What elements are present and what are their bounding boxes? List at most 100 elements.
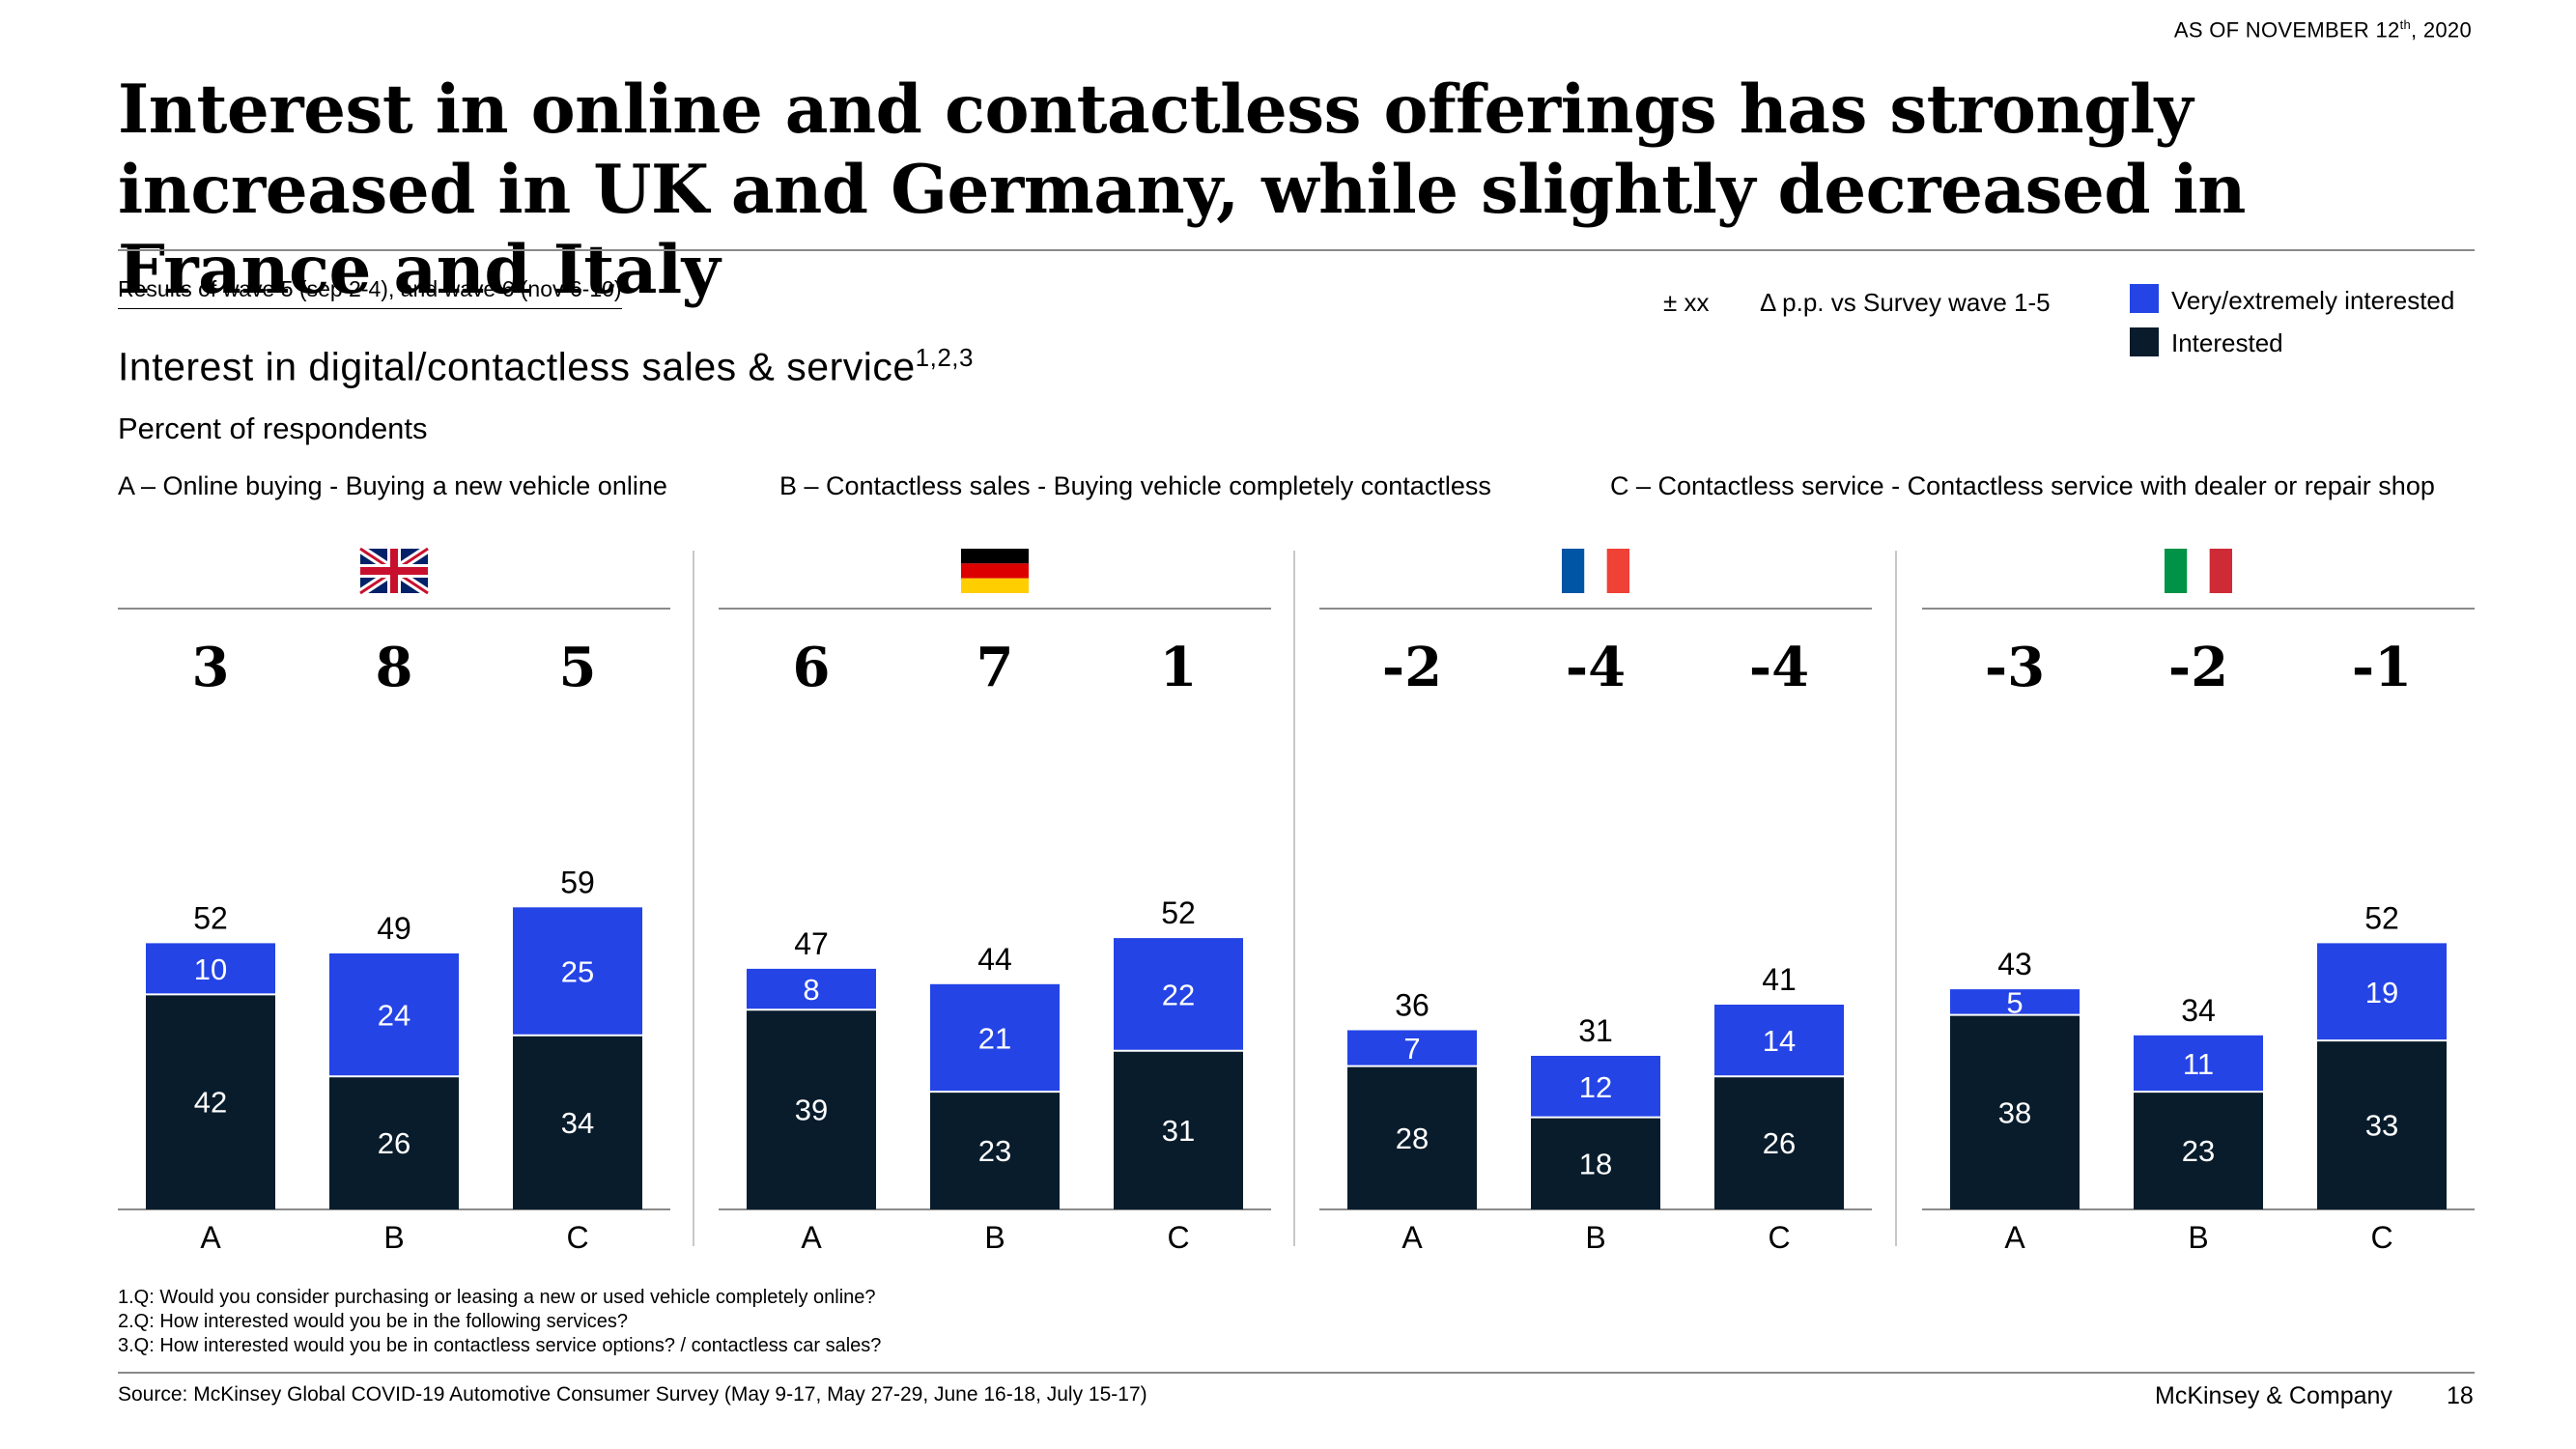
total-label: 41 [1762, 962, 1797, 997]
source-note: Source: McKinsey Global COVID-19 Automot… [118, 1383, 1147, 1406]
bar-very-interested [1950, 989, 2080, 1015]
value-label-interested: 42 [194, 1086, 227, 1120]
total-label: 52 [193, 900, 228, 935]
bar-very-interested [146, 943, 275, 995]
value-label-very-interested: 11 [2183, 1047, 2214, 1081]
x-tick-label: C [2370, 1220, 2392, 1255]
value-label-interested: 39 [795, 1094, 828, 1127]
brand-name: McKinsey & Company [2155, 1382, 2392, 1409]
delta-label: -4 [1566, 636, 1626, 699]
x-tick-label: C [1768, 1220, 1790, 1255]
value-label-very-interested: 24 [378, 999, 410, 1033]
page-title: Interest in online and contactless offer… [118, 71, 2246, 309]
delta-label: 5 [559, 636, 597, 699]
title-divider [118, 249, 2475, 251]
delta-label: 1 [1160, 636, 1198, 699]
delta-label: -3 [1985, 636, 2045, 699]
bar-very-interested [1531, 1056, 1660, 1118]
bar-very-interested [1114, 938, 1243, 1051]
x-tick-label: A [2004, 1220, 2025, 1255]
total-label: 47 [794, 926, 829, 961]
x-tick-label: A [200, 1220, 221, 1255]
delta-label: 7 [977, 636, 1014, 699]
legend-delta-symbol: ± xx [1663, 288, 1710, 317]
value-label-very-interested: 14 [1763, 1024, 1796, 1058]
delta-label: -2 [1382, 636, 1442, 699]
value-label-interested: 26 [378, 1126, 410, 1160]
delta-label: 3 [192, 636, 230, 699]
delta-label: 8 [376, 636, 413, 699]
bar-interested [513, 1035, 642, 1209]
wave-note: Results of wave 5 (sep 2-4), and wave 6 … [118, 276, 622, 309]
delta-label: -1 [2352, 636, 2412, 699]
value-label-very-interested: 19 [2365, 976, 2398, 1009]
legend-label-very-interested: Very/extremely interested [2171, 286, 2455, 315]
stacked-bar-chart: 4210523A2624498B3425595C398476A2321447B3… [118, 545, 2475, 1255]
as-of-date: AS OF NOVEMBER 12th, 2020 [2173, 17, 2472, 43]
total-label: 59 [560, 865, 595, 899]
value-label-interested: 33 [2365, 1109, 2398, 1143]
italy-flag-icon [2165, 549, 2232, 593]
x-tick-label: B [383, 1220, 404, 1255]
x-tick-label: C [1167, 1220, 1189, 1255]
bar-interested [747, 1009, 876, 1209]
bar-very-interested [747, 968, 876, 1010]
value-label-very-interested: 12 [1579, 1070, 1612, 1104]
bar-very-interested [329, 953, 459, 1077]
value-label-very-interested: 25 [561, 955, 594, 989]
bar-interested [1347, 1065, 1477, 1209]
footnotes: 1.Q: Would you consider purchasing or le… [118, 1286, 881, 1358]
footnote-2: 2.Q: How interested would you be in the … [118, 1311, 629, 1332]
x-tick-label: C [566, 1220, 588, 1255]
total-label: 36 [1395, 988, 1430, 1023]
germany-flag-icon [961, 549, 1029, 593]
value-label-very-interested: 10 [194, 952, 227, 986]
value-label-very-interested: 22 [1162, 978, 1195, 1011]
total-label: 31 [1578, 1013, 1613, 1048]
legend-delta-label: Δ p.p. vs Survey wave 1-5 [1760, 288, 2051, 317]
bar-interested [1714, 1076, 1844, 1209]
value-label-very-interested: 5 [2006, 985, 2023, 1019]
bar-very-interested [1347, 1030, 1477, 1066]
value-label-very-interested: 21 [978, 1021, 1011, 1055]
delta-label: 6 [793, 636, 831, 699]
bar-interested [2134, 1092, 2263, 1209]
bar-very-interested [2317, 943, 2447, 1041]
unit-label: Percent of respondents [118, 412, 428, 445]
value-label-interested: 31 [1162, 1114, 1195, 1148]
chart-title-footnote-ref: 1,2,3 [915, 343, 974, 372]
definition-a: A – Online buying - Buying a new vehicle… [118, 471, 667, 500]
bar-very-interested [930, 983, 1060, 1093]
total-label: 44 [977, 942, 1012, 977]
bar-interested [1531, 1117, 1660, 1209]
bar-interested [146, 994, 275, 1209]
value-label-interested: 23 [978, 1134, 1011, 1168]
total-label: 43 [1997, 947, 2032, 981]
bar-interested [1114, 1050, 1243, 1209]
bar-interested [1950, 1014, 2080, 1209]
definition-c: C – Contactless service - Contactless se… [1610, 471, 2435, 500]
value-label-interested: 18 [1579, 1147, 1612, 1180]
uk-flag-icon [357, 545, 431, 597]
legend-swatch-very-interested [2130, 284, 2159, 313]
france-flag-icon [1562, 549, 1629, 593]
legend-label-interested: Interested [2171, 328, 2283, 357]
chart-title: Interest in digital/contactless sales & … [118, 343, 974, 389]
x-tick-label: A [1401, 1220, 1423, 1255]
bar-interested [329, 1076, 459, 1209]
footnote-3: 3.Q: How interested would you be in cont… [118, 1335, 882, 1356]
footnote-1: 1.Q: Would you consider purchasing or le… [118, 1287, 876, 1308]
bar-interested [930, 1092, 1060, 1209]
value-label-interested: 26 [1763, 1126, 1796, 1160]
bar-very-interested [513, 907, 642, 1036]
bar-very-interested [1714, 1005, 1844, 1077]
total-label: 52 [1161, 895, 1196, 930]
x-tick-label: A [801, 1220, 822, 1255]
total-label: 49 [377, 911, 411, 946]
delta-label: -2 [2168, 636, 2228, 699]
total-label: 52 [2364, 900, 2399, 935]
x-tick-label: B [2188, 1220, 2208, 1255]
bar-very-interested [2134, 1035, 2263, 1093]
page-number: 18 [2447, 1382, 2474, 1409]
x-tick-label: B [1585, 1220, 1605, 1255]
